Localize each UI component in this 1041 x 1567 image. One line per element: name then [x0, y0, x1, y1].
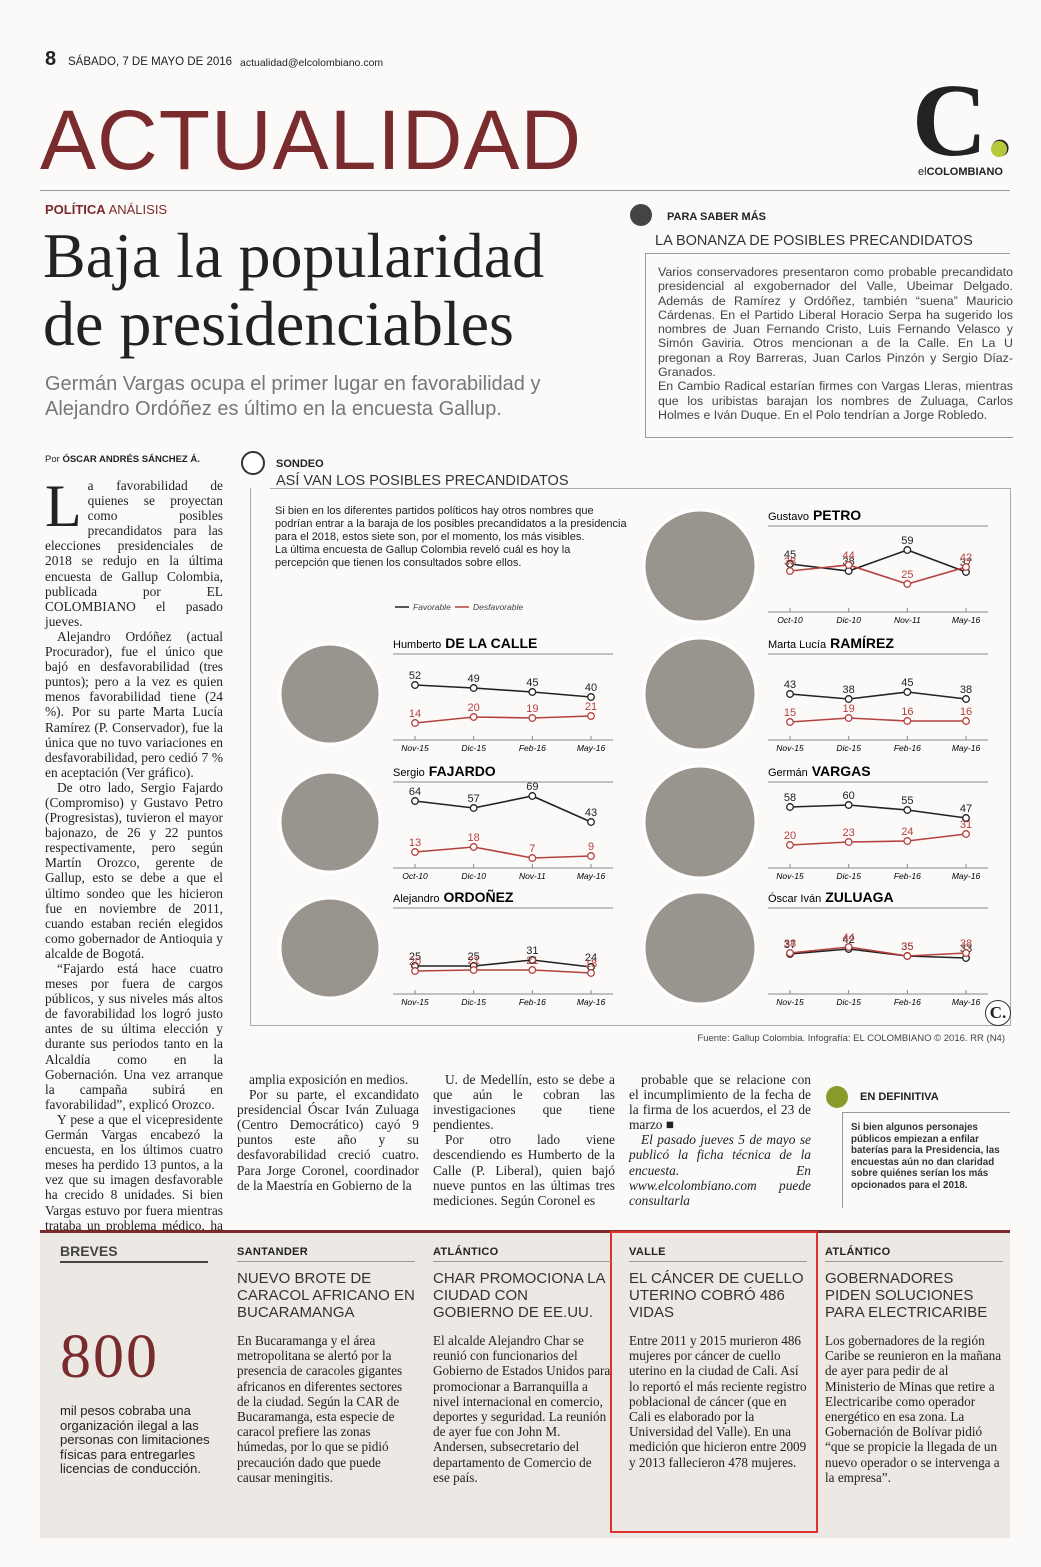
paragraph: Varios conservadores presentaron como pr… [658, 265, 1013, 380]
paragraph: De otro lado, Sergio Fajardo (Compromiso… [45, 779, 223, 961]
rule [40, 190, 1010, 191]
pin-icon [630, 204, 652, 226]
brief-body: En Bucaramanga y el área metropolitana s… [237, 1333, 403, 1485]
article-column: U. de Medellín, esto se debe a que aún l… [433, 1072, 615, 1208]
brief-title: GOBERNADORES PIDEN SOLUCIONES PARA ELECT… [825, 1270, 988, 1321]
paragraph: Por otro lado viene descendiendo es Humb… [433, 1132, 615, 1208]
highlight-box [610, 1231, 818, 1533]
byline: Por ÓSCAR ANDRÉS SÁNCHEZ Á. [45, 454, 200, 465]
page-number: 8 [45, 48, 57, 70]
subhead: Germán Vargas ocupa el primer lugar en f… [45, 373, 541, 420]
paragraph: “Fajardo está hace cuatro meses por fuer… [45, 961, 223, 1112]
kicker-main: POLÍTICA [45, 202, 106, 217]
brief-body: Los gobernadores de la región Caribe se … [825, 1333, 1002, 1485]
search-icon [241, 451, 265, 475]
sondeo-box [250, 488, 1011, 1026]
brief-title: EL CÁNCER DE CUELLO UTERINO COBRÓ 486 VI… [629, 1270, 804, 1321]
kicker: POLÍTICA ANÁLISIS [45, 202, 167, 217]
sondeo-label: SONDEO [276, 458, 324, 470]
sidebar-body: Varios conservadores presentaron como pr… [645, 253, 1013, 438]
brief-region: ATLÁNTICO [433, 1246, 499, 1258]
brief-body: Entre 2011 y 2015 murieron 486 mujeres p… [629, 1333, 807, 1470]
summary-icon [826, 1086, 848, 1108]
byline-prefix: Por [45, 454, 60, 465]
brief-rule [825, 1261, 1003, 1262]
briefs-bg [40, 1230, 1010, 1538]
section-title: ACTUALIDAD [40, 93, 583, 187]
headline: Baja la popularidad de presidenciables [43, 220, 545, 359]
date: SÁBADO, 7 DE MAYO DE 2016 [68, 56, 233, 68]
brief-rule [237, 1261, 415, 1262]
paragraph: El pasado jueves 5 de mayo se publicó la… [629, 1132, 811, 1208]
paragraph: Y pese a que el vicepresidente Germán Va… [45, 1111, 223, 1248]
sondeo-title: ASÍ VAN LOS POSIBLES PRECANDIDATOS [276, 473, 569, 489]
byline-name: ÓSCAR ANDRÉS SÁNCHEZ Á. [62, 454, 200, 465]
briefs-figure-text: mil pesos cobraba una organización ilega… [60, 1403, 210, 1476]
source: Fuente: Gallup Colombia. Infografía: EL … [697, 1033, 1005, 1044]
brief: ATLÁNTICO GOBERNADORES PIDEN SOLUCIONES P… [825, 1246, 1003, 1485]
paragraph: amplia exposición en medios. [249, 1072, 409, 1087]
brief: SANTANDER NUEVO BROTE DE CARACOL AFRICANO… [237, 1246, 415, 1485]
logo-name: elCOLOMBIANO [918, 166, 1003, 178]
brief-region: ATLÁNTICO [825, 1246, 891, 1258]
logo: C. [912, 63, 1014, 178]
rule [842, 1112, 1010, 1113]
paragraph: La última encuesta de Gallup Colombia re… [275, 544, 571, 569]
sidebar-label: PARA SABER MÁS [667, 211, 767, 223]
rule [270, 488, 1010, 489]
email: actualidad@elcolombiano.com [240, 57, 384, 69]
brief-region: SANTANDER [237, 1246, 308, 1258]
brief-rule [629, 1261, 807, 1262]
summary-text: Si bien algunos personajes públicos empi… [842, 1112, 1006, 1208]
article-column: La favorabilidad de quienes se proyectan… [45, 473, 223, 1248]
brief-rule [433, 1261, 611, 1262]
sidebar-title: LA BONANZA DE POSIBLES PRECANDIDATOS [655, 233, 973, 249]
brief-title: NUEVO BROTE DE CARACOL AFRICANO EN BUCAR… [237, 1270, 415, 1321]
paragraph: probable que se relacione con el incumpl… [629, 1072, 811, 1133]
paragraph: En Cambio Radical estarían firmes con Va… [658, 379, 1013, 422]
paragraph: Si bien en los diferentes partidos polít… [275, 505, 627, 543]
logo-prefix: el [918, 166, 927, 178]
brief-body: El alcalde Alejandro Char se reunió con … [433, 1333, 611, 1485]
summary-label: EN DEFINITIVA [860, 1091, 939, 1103]
brief: ATLÁNTICO CHAR PROMOCIONA LA CIUDAD CON G… [433, 1246, 611, 1485]
paragraph: U. de Medellín, esto se debe a que aún l… [433, 1072, 615, 1133]
paragraph: Alejandro Ordóñez (actual Procurador), f… [45, 628, 223, 780]
logo-dot [991, 141, 1007, 157]
rule [645, 253, 1010, 254]
briefs-figure: 800 [60, 1323, 159, 1391]
paragraph: Por su parte, el excandidato presidencia… [237, 1087, 419, 1193]
brief: VALLE EL CÁNCER DE CUELLO UTERINO COBRÓ 4… [629, 1246, 807, 1470]
logo-small: C. [985, 1000, 1011, 1026]
article-column: probable que se relacione con el incumpl… [629, 1072, 811, 1208]
brief-title: CHAR PROMOCIONA LA CIUDAD CON GOBIERNO D… [433, 1270, 605, 1321]
logo-word: COLOMBIANO [926, 166, 1003, 178]
sondeo-intro: Si bien en los diferentes partidos polít… [275, 505, 627, 570]
article-column: amplia exposición en medios. Por su parte… [237, 1072, 419, 1193]
paragraph: La favorabilidad de quienes se proyectan… [45, 473, 223, 629]
briefs-label: BREVES [60, 1243, 208, 1263]
brief-region: VALLE [629, 1246, 666, 1258]
kicker-type: ANÁLISIS [108, 202, 168, 217]
